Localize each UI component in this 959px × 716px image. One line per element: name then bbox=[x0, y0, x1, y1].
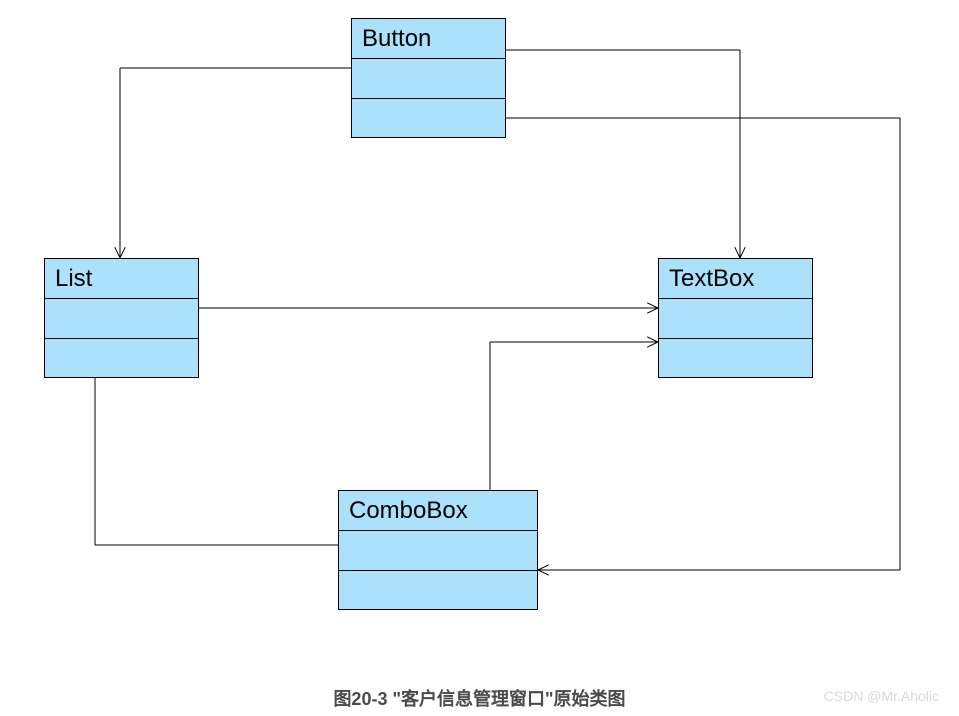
uml-node-button-attrs bbox=[352, 59, 505, 99]
edge-list-combobox bbox=[95, 378, 338, 545]
uml-node-button-label: Button bbox=[352, 19, 505, 59]
uml-node-textbox-attrs bbox=[659, 299, 812, 339]
uml-node-list-label: List bbox=[45, 259, 198, 299]
uml-node-button-ops bbox=[352, 99, 505, 138]
uml-node-list-ops bbox=[45, 339, 198, 378]
edge-button-textbox bbox=[506, 50, 745, 258]
uml-node-list-attrs bbox=[45, 299, 198, 339]
edge-combobox-textbox bbox=[490, 337, 658, 490]
uml-node-combobox-label: ComboBox bbox=[339, 491, 537, 531]
edge-button-list bbox=[115, 68, 351, 258]
uml-node-combobox-ops bbox=[339, 571, 537, 610]
diagram-canvas: Button List TextBox ComboBox 图20-3 "客户信息… bbox=[0, 0, 959, 716]
uml-node-combobox-attrs bbox=[339, 531, 537, 571]
watermark-text: CSDN @Mr.Aholic bbox=[824, 688, 939, 704]
uml-node-combobox: ComboBox bbox=[338, 490, 538, 610]
uml-node-textbox-ops bbox=[659, 339, 812, 378]
uml-node-button: Button bbox=[351, 18, 506, 138]
figure-caption: 图20-3 "客户信息管理窗口"原始类图 bbox=[0, 685, 959, 711]
edge-list-textbox bbox=[199, 303, 658, 313]
uml-node-textbox: TextBox bbox=[658, 258, 813, 378]
uml-node-list: List bbox=[44, 258, 199, 378]
uml-node-textbox-label: TextBox bbox=[659, 259, 812, 299]
